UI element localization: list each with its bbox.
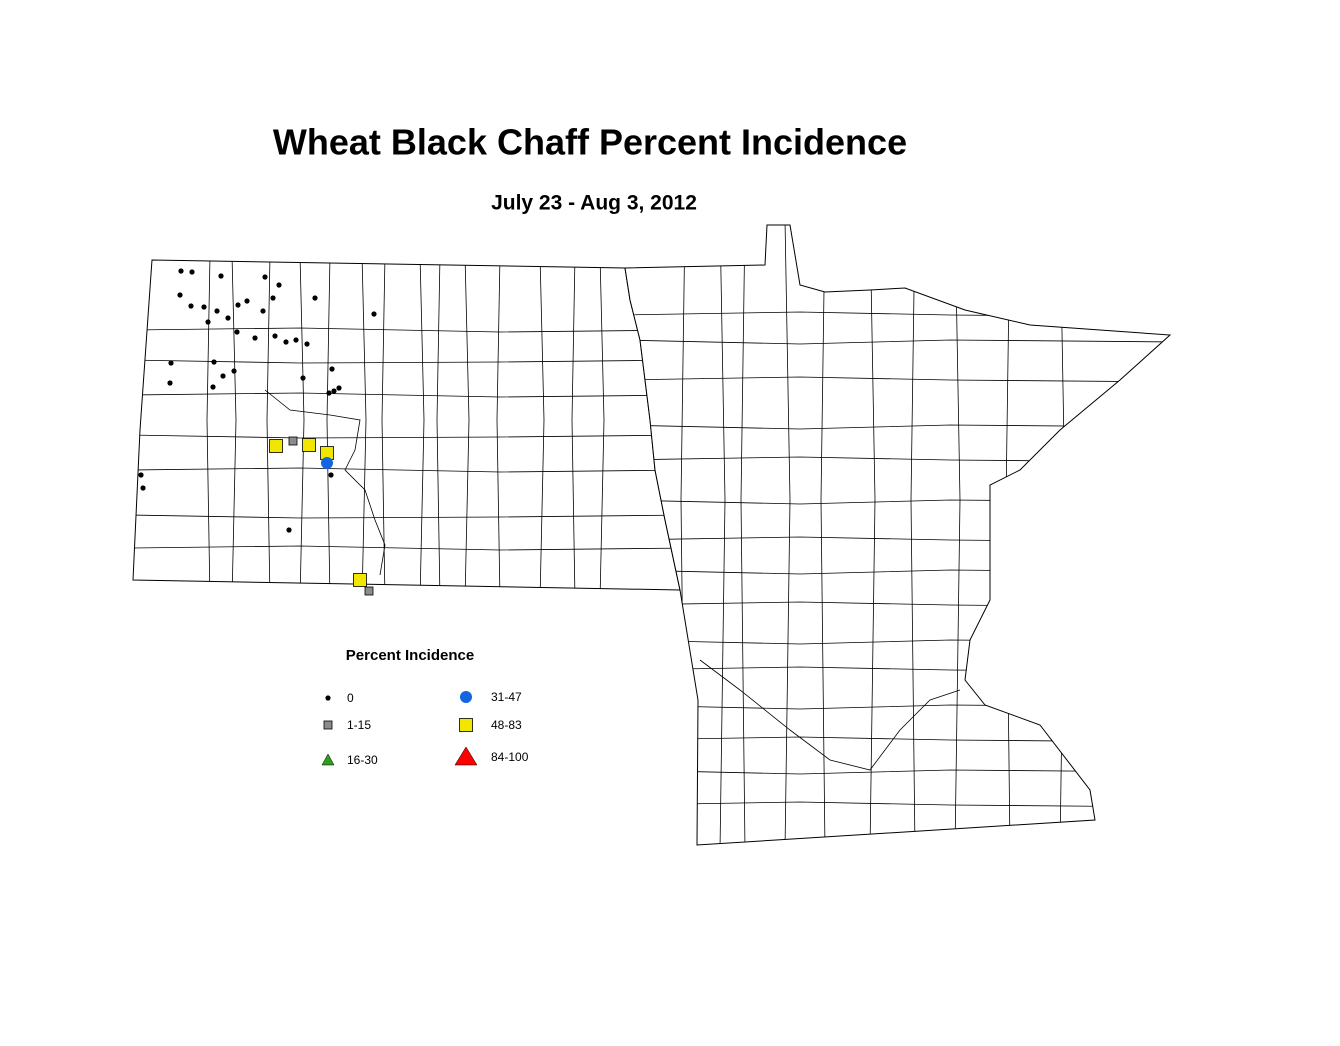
nd-counties (133, 260, 680, 590)
point-dot (293, 337, 299, 343)
point-circle (321, 457, 333, 469)
point-dot (312, 295, 318, 301)
county-line (625, 801, 1170, 808)
point-dot (272, 333, 278, 339)
point-dot (178, 268, 184, 274)
county-line (436, 260, 441, 590)
minnesota-river (699, 659, 961, 771)
county-line (381, 260, 386, 590)
point-dot (252, 335, 258, 341)
point-square (302, 438, 316, 452)
point-dot (168, 360, 174, 366)
county-line (625, 769, 1170, 775)
point-dot (260, 308, 266, 314)
point-dot (300, 375, 306, 381)
county-line (464, 260, 470, 590)
point-dot (220, 373, 226, 379)
county-line (719, 225, 726, 845)
county-line (539, 260, 545, 590)
point-dot (167, 380, 173, 386)
county-line (299, 260, 305, 590)
point-dot (188, 303, 194, 309)
survey-points (138, 268, 377, 596)
county-line (231, 260, 237, 590)
point-dot (326, 390, 332, 396)
point-dot (211, 359, 217, 365)
point-dot (235, 302, 241, 308)
legend-label: 84-100 (491, 750, 529, 764)
county-line (869, 225, 876, 845)
point-dot (189, 269, 195, 275)
point-circle (460, 691, 472, 703)
point-dot (234, 329, 240, 335)
point-dot (177, 292, 183, 298)
point-dot (336, 385, 342, 391)
county-line (361, 260, 367, 590)
county-line (133, 327, 680, 333)
point-square (269, 439, 283, 453)
point-small-square (364, 586, 374, 596)
county-line (266, 260, 271, 590)
point-dot (329, 366, 335, 372)
subtitle: July 23 - Aug 3, 2012 (491, 192, 697, 215)
county-line (496, 260, 501, 590)
point-dot (214, 308, 220, 314)
point-square (353, 573, 367, 587)
point-dot (325, 695, 331, 701)
point-dot (201, 304, 207, 310)
point-dot (262, 274, 268, 280)
county-line (326, 260, 331, 590)
legend-label: 48-83 (491, 718, 522, 732)
point-dot (231, 368, 237, 374)
legend-label: 31-47 (491, 690, 522, 704)
county-line (133, 392, 680, 398)
legend-label: 1-15 (347, 718, 371, 732)
legend-title: Percent Incidence (346, 647, 474, 664)
county-line (625, 339, 1170, 345)
point-small-square (323, 720, 333, 730)
point-dot (138, 472, 144, 478)
minnesota (624, 224, 1172, 846)
point-dot (140, 485, 146, 491)
county-line (133, 514, 680, 519)
point-dot (210, 384, 216, 390)
point-dot (218, 273, 224, 279)
point-triangle (321, 753, 335, 766)
point-dot (270, 295, 276, 301)
point-dot (283, 339, 289, 345)
legend-label: 0 (347, 691, 354, 705)
point-small-square (288, 436, 298, 446)
county-line (784, 225, 791, 845)
legend: 0 1-15 16-30 31-47 48-83 84-100 (321, 690, 529, 767)
point-dot (225, 315, 231, 321)
point-dot (244, 298, 250, 304)
county-line (820, 225, 826, 845)
county-line (206, 260, 211, 590)
point-dot (286, 527, 292, 533)
title: Wheat Black Chaff Percent Incidence (273, 122, 907, 163)
county-line (599, 260, 605, 590)
point-square (459, 718, 473, 732)
point-dot (371, 311, 377, 317)
point-dot (205, 319, 211, 325)
point-dot (304, 341, 310, 347)
point-big-triangle (454, 746, 478, 766)
county-line (133, 545, 680, 551)
county-line (133, 467, 680, 473)
county-line (740, 225, 746, 845)
point-dot (328, 472, 334, 478)
county-line (571, 260, 576, 590)
county-line (133, 434, 680, 439)
county-line (419, 260, 425, 590)
legend-label: 16-30 (347, 753, 378, 767)
missouri-river (264, 389, 386, 576)
county-line (910, 225, 916, 845)
point-dot (276, 282, 282, 288)
county-line (625, 376, 1170, 383)
point-dot (331, 388, 337, 394)
county-line (954, 225, 961, 845)
